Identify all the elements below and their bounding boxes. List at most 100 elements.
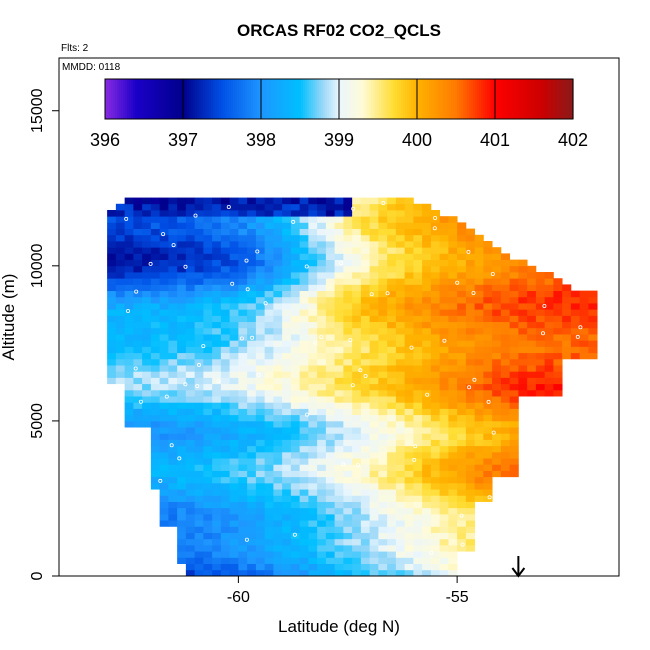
heatmap-cell (369, 557, 379, 564)
heatmap-cell (194, 272, 204, 279)
heatmap-cell (413, 501, 423, 509)
heatmap-cell (439, 321, 449, 329)
heatmap-cell (299, 340, 309, 347)
heatmap-cell (264, 383, 274, 391)
heatmap-cell (282, 495, 292, 502)
heatmap-cell (238, 327, 248, 335)
heatmap-cell (212, 526, 222, 533)
heatmap-cell (299, 216, 309, 223)
heatmap-cell (124, 327, 134, 335)
heatmap-cell (282, 520, 292, 527)
colorbar-swatch (327, 79, 330, 119)
heatmap-cell (282, 352, 292, 360)
heatmap-cell (220, 501, 231, 509)
heatmap-cell (474, 489, 484, 496)
heatmap-cell (500, 290, 511, 298)
heatmap-cell (185, 234, 196, 242)
heatmap-cell (185, 433, 196, 440)
heatmap-cell (299, 489, 309, 496)
heatmap-cell (430, 482, 441, 490)
heatmap-cell (299, 234, 309, 242)
heatmap-cell (352, 228, 362, 236)
heatmap-cell (247, 563, 257, 571)
heatmap-cell (238, 352, 248, 360)
heatmap-cell (150, 420, 161, 428)
heatmap-cell (448, 439, 458, 447)
heatmap-cell (203, 427, 213, 434)
heatmap-cell (168, 402, 178, 409)
heatmap-cell (378, 209, 388, 217)
heatmap-cell (290, 278, 301, 285)
heatmap-cell (378, 296, 388, 304)
heatmap-cell (544, 296, 554, 304)
colorbar-swatch (451, 79, 454, 119)
heatmap-cell (343, 321, 353, 329)
colorbar-swatch (495, 79, 498, 119)
heatmap-cell (334, 427, 344, 434)
heatmap-cell (492, 396, 502, 403)
heatmap-cell (115, 247, 126, 254)
heatmap-cell (474, 284, 484, 292)
heatmap-cell (570, 315, 581, 323)
heatmap-cell (439, 396, 449, 403)
sample-point (455, 280, 460, 285)
heatmap-cell (334, 327, 344, 335)
heatmap-cell (168, 290, 178, 298)
heatmap-cell (527, 377, 537, 385)
heatmap-cell (255, 241, 266, 248)
heatmap-cell (290, 470, 301, 478)
heatmap-cell (317, 377, 327, 385)
heatmap-cell (422, 396, 432, 403)
heatmap-cell (360, 321, 371, 329)
heatmap-cell (413, 365, 423, 372)
heatmap-cell (299, 538, 309, 546)
heatmap-cell (185, 563, 196, 571)
heatmap-cell (369, 371, 379, 378)
heatmap-cell (579, 346, 589, 354)
heatmap-cell (229, 228, 239, 236)
heatmap-cell (264, 551, 274, 558)
heatmap-cell (369, 197, 379, 205)
heatmap-cell (509, 278, 519, 285)
heatmap-cell (457, 383, 467, 391)
heatmap-cell (483, 284, 493, 292)
heatmap-cell (115, 234, 126, 242)
heatmap-cell (177, 476, 187, 484)
sample-point (161, 232, 166, 237)
heatmap-cell (133, 216, 143, 223)
heatmap-cell (474, 253, 484, 261)
heatmap-cell (352, 290, 362, 298)
heatmap-cell (317, 408, 327, 416)
heatmap-cell (168, 216, 178, 223)
heatmap-cell (553, 278, 563, 285)
heatmap-cell (439, 538, 449, 546)
heatmap-cell (387, 414, 397, 422)
heatmap-cell (430, 476, 441, 484)
heatmap-cell (413, 272, 423, 279)
heatmap-cell (159, 309, 169, 316)
heatmap-cell (229, 203, 239, 211)
heatmap-cell (395, 352, 406, 360)
colorbar-swatch (171, 79, 174, 119)
heatmap-cell (107, 327, 117, 335)
sample-point (486, 399, 491, 404)
heatmap-cell (413, 296, 423, 304)
colorbar-swatch (353, 79, 356, 119)
heatmap-cell (247, 551, 257, 558)
colorbar-swatch (399, 79, 402, 119)
heatmap-cell (334, 513, 344, 521)
heatmap-cell (457, 340, 467, 347)
heatmap-cell (588, 309, 598, 316)
heatmap-cell (220, 265, 231, 273)
heatmap-cell (562, 352, 572, 360)
heatmap-cell (212, 420, 222, 428)
heatmap-cell (404, 489, 414, 496)
heatmap-cell (229, 408, 239, 416)
heatmap-cell (378, 544, 388, 552)
heatmap-cell (492, 352, 502, 360)
heatmap-cell (404, 507, 414, 515)
heatmap-cell (395, 439, 406, 447)
heatmap-cell (457, 352, 467, 360)
heatmap-cell (229, 451, 239, 459)
heatmap-cell (387, 445, 397, 453)
